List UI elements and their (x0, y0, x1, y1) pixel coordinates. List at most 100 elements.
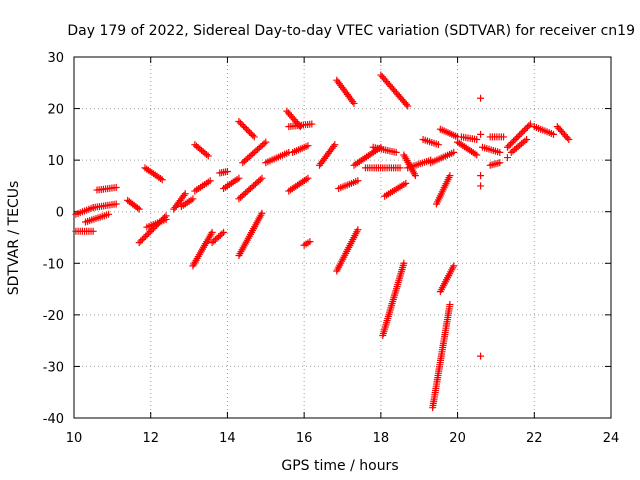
data-point (208, 239, 216, 247)
data-point (138, 236, 146, 244)
y-tick-label: 30 (47, 51, 64, 66)
data-point (134, 204, 142, 212)
data-point (245, 186, 253, 194)
data-point (249, 150, 257, 158)
data-point (526, 120, 534, 128)
plot-border (73, 56, 612, 419)
data-point (143, 231, 151, 239)
data-point (242, 156, 250, 164)
data-point (112, 183, 120, 191)
data-point (565, 136, 573, 144)
data-point (257, 143, 265, 151)
data-point (521, 137, 529, 145)
data-point (135, 205, 143, 213)
plot-frame (73, 56, 612, 419)
data-point (145, 229, 153, 237)
data-point (402, 100, 410, 108)
data-point (220, 228, 228, 236)
data-point (246, 185, 254, 193)
y-tick-label: -20 (43, 309, 64, 324)
data-point (286, 111, 294, 119)
data-point (240, 157, 248, 165)
data-point (249, 131, 257, 139)
y-tick-label: 0 (56, 206, 64, 221)
data-point (306, 238, 314, 246)
data-point (89, 227, 97, 235)
x-tick-label: 20 (449, 431, 466, 446)
data-point (296, 123, 304, 131)
data-point (473, 136, 481, 144)
data-point (500, 133, 508, 141)
data-point (513, 134, 521, 142)
data-point (189, 195, 197, 203)
data-point (511, 136, 519, 144)
data-point (204, 152, 212, 160)
data-point (256, 176, 264, 184)
data-point (247, 151, 255, 159)
data-point (525, 122, 533, 130)
data-markers (72, 71, 573, 412)
data-point (236, 119, 244, 127)
data-point (248, 183, 256, 191)
data-point (253, 179, 261, 187)
data-point (519, 128, 527, 136)
data-point (258, 174, 266, 182)
data-point (112, 200, 120, 208)
data-point (142, 232, 150, 240)
data-point (477, 130, 485, 138)
data-point (411, 172, 419, 180)
y-tick-label: 20 (47, 103, 64, 118)
data-point (262, 138, 270, 146)
x-tick-label: 24 (603, 431, 620, 446)
data-point (162, 215, 170, 223)
data-point (289, 114, 297, 122)
data-point (284, 109, 292, 117)
data-point (216, 231, 224, 239)
data-point (477, 352, 485, 360)
data-point (239, 159, 247, 167)
data-point (290, 116, 298, 124)
x-tick-label: 14 (219, 431, 236, 446)
data-point (354, 226, 362, 234)
x-tick-label: 18 (373, 431, 390, 446)
data-point (446, 301, 454, 309)
data-point (450, 262, 458, 270)
data-point (235, 195, 243, 203)
data-point (404, 102, 412, 110)
data-point (215, 233, 223, 241)
y-tick-label: -40 (43, 412, 64, 427)
data-point (254, 145, 262, 153)
data-point (477, 94, 485, 102)
data-point (242, 189, 250, 197)
data-point (251, 180, 259, 188)
chart-title: Day 179 of 2022, Sidereal Day-to-day VTE… (67, 23, 635, 39)
data-point (208, 228, 216, 236)
y-axis-label: SDTVAR / TECUs (6, 181, 22, 296)
data-point (213, 234, 221, 242)
data-point (287, 112, 295, 120)
data-point (507, 140, 515, 148)
data-point (505, 142, 513, 150)
data-point (180, 191, 188, 199)
data-point (252, 147, 260, 155)
data-point (240, 122, 248, 130)
data-point (258, 209, 266, 217)
data-point (255, 177, 263, 185)
data-point (508, 139, 516, 147)
data-point (244, 154, 252, 162)
y-tick-label: 10 (47, 154, 64, 169)
data-point (148, 226, 156, 234)
data-point (243, 125, 251, 133)
data-point (135, 239, 143, 247)
data-point (450, 148, 458, 156)
data-point (211, 236, 219, 244)
data-point (156, 175, 164, 183)
data-point (496, 159, 504, 167)
data-point (503, 143, 511, 151)
data-point (246, 128, 254, 136)
data-point (238, 192, 246, 200)
data-point (350, 99, 358, 107)
data-point (517, 129, 525, 137)
data-point (434, 141, 442, 149)
data-point (223, 167, 231, 175)
